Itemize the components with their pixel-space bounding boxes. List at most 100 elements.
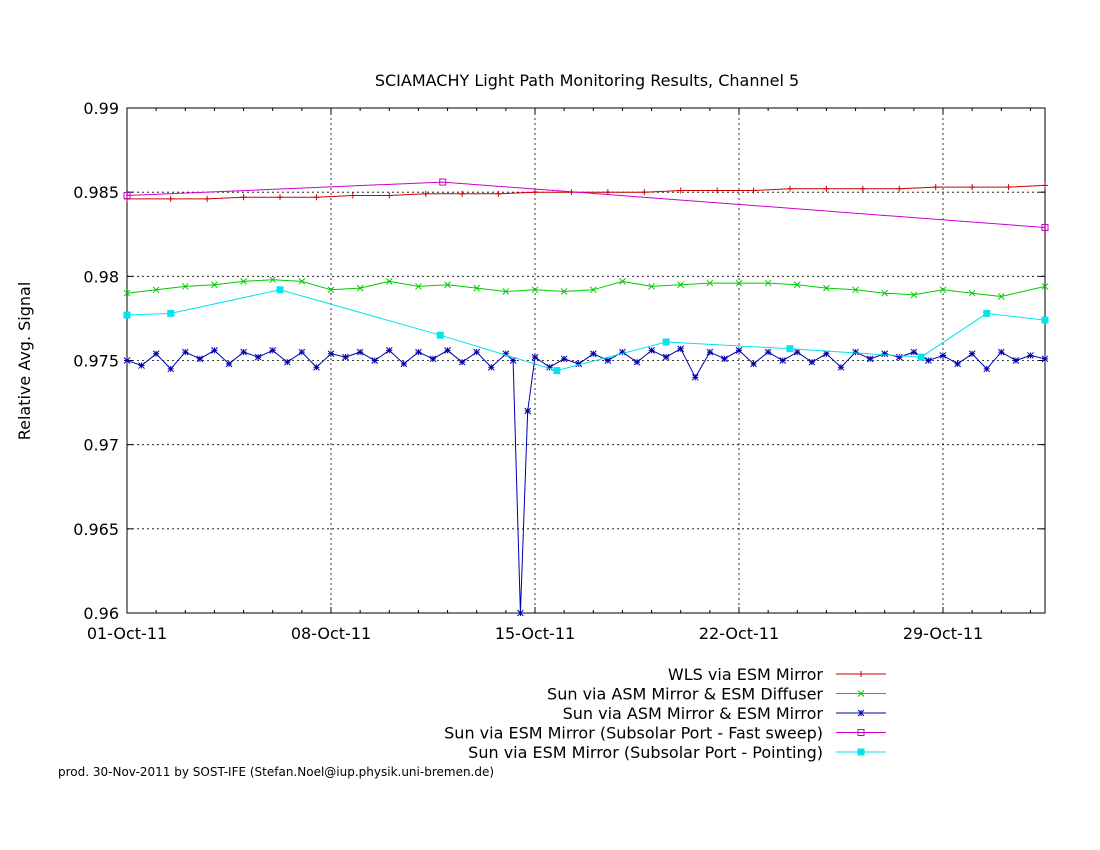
data-point <box>786 345 794 353</box>
data-point <box>473 284 481 292</box>
data-point <box>939 286 947 294</box>
data-point <box>910 348 918 356</box>
series-line <box>126 348 1046 614</box>
y-tick-label: 0.99 <box>83 99 119 118</box>
data-point <box>152 286 160 294</box>
data-point <box>764 279 772 287</box>
tick-layer: 0.96 0.965 0.97 0.975 0.98 0.985 0.99 01-Oct-11… <box>73 99 1045 643</box>
data-point <box>487 363 495 371</box>
y-axis-label: Relative Avg. Signal <box>15 282 34 441</box>
data-point <box>371 357 379 364</box>
data-point <box>349 192 356 199</box>
data-point <box>152 350 160 358</box>
data-point <box>342 353 349 361</box>
data-point <box>735 347 743 354</box>
data-point <box>881 350 889 358</box>
series-layer <box>123 178 1049 617</box>
data-point <box>866 355 874 363</box>
data-point <box>932 184 939 191</box>
data-point <box>662 338 670 346</box>
data-point <box>386 192 393 199</box>
data-point <box>677 281 685 289</box>
data-point <box>793 348 801 356</box>
series-1 <box>124 182 1048 202</box>
data-point <box>808 358 816 366</box>
legend-marker <box>857 748 865 756</box>
data-point <box>204 195 211 202</box>
data-point <box>532 189 538 196</box>
data-point <box>575 360 583 368</box>
data-point <box>313 194 320 201</box>
data-point <box>939 352 947 359</box>
data-point <box>277 194 283 201</box>
y-tick-label: 0.96 <box>83 604 119 623</box>
data-point <box>648 283 655 290</box>
data-point <box>356 284 364 292</box>
legend-item: WLS via ESM Mirror <box>668 665 886 684</box>
data-point <box>459 190 466 197</box>
legend-marker <box>857 690 865 697</box>
legend-item: Sun via ASM Mirror & ESM Diffuser <box>547 685 886 704</box>
data-point <box>560 288 568 295</box>
data-point <box>276 286 284 294</box>
y-tick-label: 0.97 <box>83 436 119 455</box>
data-point <box>473 348 481 356</box>
data-point <box>546 363 553 371</box>
data-point <box>968 350 976 358</box>
data-point <box>422 190 429 197</box>
legend-label: Sun via ASM Mirror & ESM Mirror <box>563 704 824 723</box>
data-point <box>444 281 451 289</box>
data-point <box>269 347 277 354</box>
data-point <box>787 185 793 192</box>
x-tick-label: 08-Oct-11 <box>291 624 371 643</box>
data-point <box>123 192 131 200</box>
data-point <box>677 187 684 194</box>
data-point <box>859 185 866 192</box>
x-tick-label: 22-Oct-11 <box>699 624 779 643</box>
data-point <box>852 286 859 294</box>
data-point <box>677 345 685 353</box>
data-point <box>619 348 626 356</box>
series-5 <box>123 286 1049 375</box>
data-point <box>240 278 247 285</box>
data-point <box>968 289 976 297</box>
data-point <box>823 350 830 358</box>
data-point <box>167 365 175 373</box>
data-point <box>444 347 451 354</box>
data-point <box>225 360 233 368</box>
data-point <box>881 289 889 297</box>
data-point <box>196 355 204 363</box>
data-point <box>211 281 218 289</box>
x-tick-label: 01-Oct-11 <box>87 624 167 643</box>
data-point <box>1041 224 1049 232</box>
data-point <box>1005 184 1012 191</box>
data-point <box>648 347 655 354</box>
data-point <box>714 187 721 194</box>
data-point <box>385 278 393 285</box>
legend-item: Sun via ESM Mirror (Subsolar Port - Poin… <box>468 743 886 762</box>
data-point <box>1012 357 1020 364</box>
data-point <box>997 348 1005 356</box>
data-point <box>662 353 670 361</box>
data-point <box>1027 352 1034 359</box>
data-point <box>735 279 743 287</box>
data-point <box>793 281 801 289</box>
legend-label: Sun via ESM Mirror (Subsolar Port - Fast… <box>444 724 823 743</box>
data-point <box>269 276 277 284</box>
data-point <box>706 279 714 287</box>
data-point <box>167 195 174 202</box>
data-point <box>123 289 131 297</box>
data-point <box>415 283 422 290</box>
data-point <box>764 348 772 356</box>
data-point <box>750 360 757 368</box>
data-point <box>524 407 532 415</box>
data-point <box>560 355 568 363</box>
legend-label: Sun via ESM Mirror (Subsolar Port - Poin… <box>468 743 823 762</box>
data-point <box>837 363 845 371</box>
data-point <box>283 358 291 366</box>
data-point <box>502 288 510 295</box>
data-point <box>415 348 422 356</box>
data-point <box>167 309 175 317</box>
data-point <box>298 348 306 356</box>
data-point <box>896 185 903 192</box>
